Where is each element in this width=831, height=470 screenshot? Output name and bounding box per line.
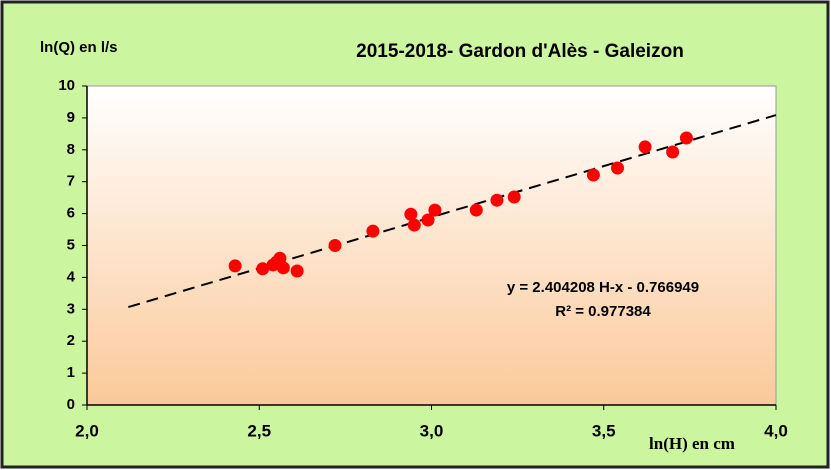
point xyxy=(586,168,600,182)
point xyxy=(407,218,421,232)
y-tick-label: 4 xyxy=(67,268,76,285)
point xyxy=(611,161,625,175)
y-tick-label: 6 xyxy=(67,205,75,222)
y-tick-label: 5 xyxy=(67,236,75,253)
point xyxy=(366,224,380,238)
point xyxy=(428,203,442,217)
point xyxy=(638,140,652,154)
chart-title: 2015-2018- Gardon d'Alès - Galeizon xyxy=(356,41,684,62)
point xyxy=(679,131,693,145)
y-tick-label: 10 xyxy=(58,77,75,94)
point xyxy=(328,239,342,252)
x-axis-label: ln(H) en cm xyxy=(649,434,735,453)
point xyxy=(490,193,504,207)
y-tick-label: 2 xyxy=(67,332,75,349)
point xyxy=(256,262,270,276)
point xyxy=(421,213,435,227)
point xyxy=(666,145,680,159)
y-axis-label: ln(Q) en l/s xyxy=(40,39,118,56)
point xyxy=(228,259,242,273)
point xyxy=(290,264,304,278)
point xyxy=(469,203,483,217)
x-tick-label: 3,0 xyxy=(420,421,444,440)
y-tick-label: 3 xyxy=(67,300,75,317)
annotation: y = 2.404208 H-x - 0.766949 xyxy=(507,279,699,296)
y-tick-label: 7 xyxy=(67,173,75,190)
y-tick-label: 1 xyxy=(67,364,75,381)
point xyxy=(404,207,418,221)
x-tick-label: 2,0 xyxy=(75,421,99,440)
x-tick-label: 2,5 xyxy=(247,421,271,440)
annotation: R² = 0.977384 xyxy=(555,303,651,320)
point xyxy=(269,255,283,269)
point xyxy=(507,190,521,204)
y-tick-label: 9 xyxy=(67,109,75,126)
y-tick-label: 0 xyxy=(67,396,75,413)
plot-area xyxy=(86,85,777,406)
y-tick-label: 8 xyxy=(67,141,75,158)
x-tick-label: 4,0 xyxy=(764,421,788,440)
trendline xyxy=(128,114,777,309)
x-tick-label: 3,5 xyxy=(592,421,616,440)
